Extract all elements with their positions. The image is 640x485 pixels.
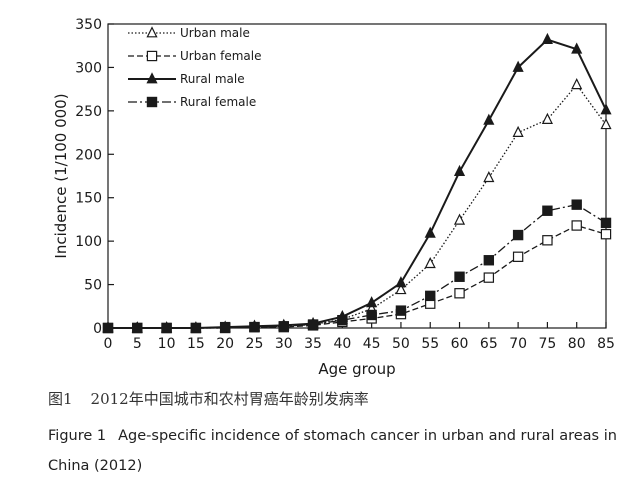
y-tick-label: 0 [93,321,102,337]
legend-label: Urban male [180,26,250,40]
x-tick-label: 85 [597,336,615,352]
data-point [454,271,465,282]
data-point [600,118,612,130]
x-axis-title: Age group [318,360,395,378]
data-point [571,199,582,210]
caption-english-label: Figure 1 [48,428,107,444]
legend-marker [146,26,158,38]
y-tick-label: 50 [84,278,102,294]
data-point [600,217,612,229]
data-point [512,251,524,262]
data-point [102,322,114,334]
data-point [453,213,466,225]
data-point [542,235,553,246]
data-point [366,309,377,321]
data-point [453,164,466,177]
data-point [395,305,407,316]
x-tick-label: 60 [451,336,469,352]
data-point [571,78,583,90]
y-tick-label: 350 [75,17,102,33]
data-point [512,60,524,72]
y-tick-label: 250 [75,104,102,120]
series-urban-female [102,220,612,334]
data-point [395,283,407,295]
x-tick-label: 80 [568,336,586,352]
data-point [161,322,172,334]
x-tick-label: 15 [187,336,205,352]
data-point [483,170,495,183]
caption-chinese-text: 2012年中国城市和农村胃癌年龄别发病率 [90,390,369,408]
data-point [278,321,289,332]
x-tick-label: 70 [509,336,527,352]
y-tick-label: 150 [75,191,102,207]
legend-label: Rural female [180,95,256,109]
legend-marker [146,72,158,84]
data-point [424,226,436,238]
x-tick-label: 5 [133,336,142,352]
data-point [190,322,202,334]
legend-marker [146,50,158,62]
data-point [541,32,553,45]
series-line [108,83,607,329]
line-chart: 0 50 100 150 200 250 300 350 0 5 10 15 20 25 30 35 40 45 5… [52,17,615,378]
x-tick-label: 20 [216,336,234,352]
x-tick-label: 10 [158,336,176,352]
x-tick-label: 55 [421,336,439,352]
data-point [132,322,143,334]
legend-label: Rural male [180,72,245,86]
y-axis-title: Incidence (1/100 000) [52,93,70,258]
x-tick-label: 25 [246,336,264,352]
legend: Urban male Urban female Rural male Rural fe… [128,26,261,109]
x-tick-label: 65 [480,336,498,352]
data-point [424,256,436,269]
y-tick-label: 100 [75,234,102,250]
plot-frame [107,23,607,329]
data-point [600,103,612,115]
data-point [337,314,348,326]
data-point [542,205,553,216]
caption-chinese: 图1 2012年中国城市和农村胃癌年龄别发病率 [48,388,369,409]
caption-english-text: Age-specific incidence of stomach cancer… [48,428,617,474]
series-urban-male [102,78,612,333]
x-tick-label: 0 [104,336,113,352]
data-point [395,276,407,288]
data-point [541,112,553,124]
caption-english: Figure 1 Age-specific incidence of stomac… [48,421,620,481]
x-tick-label: 50 [392,336,410,352]
data-point [219,321,231,333]
data-point [512,229,524,241]
data-point [571,42,583,54]
series-line [108,224,607,329]
x-tick-label: 40 [333,336,351,352]
y-tick-label: 200 [75,147,102,163]
data-point [249,321,260,333]
data-point [454,288,465,299]
x-tick-label: 45 [363,336,381,352]
caption-chinese-label: 图1 [48,390,73,408]
data-point [600,228,612,240]
data-point [483,272,495,283]
series-rural-female [102,199,612,334]
legend-marker [146,96,158,108]
data-point [425,290,436,302]
x-tick-label: 35 [304,336,322,352]
chart-figure: 0 50 100 150 200 250 300 350 0 5 10 15 20 25 30 35 40 45 5… [52,17,615,378]
data-point [307,319,319,330]
x-tick-label: 75 [538,336,556,352]
legend-label: Urban female [180,49,261,63]
data-point [366,296,378,308]
data-point [483,255,495,266]
y-tick-label: 300 [75,60,102,76]
data-point [512,125,524,137]
x-tick-label: 30 [275,336,293,352]
data-point [483,113,495,125]
data-point [571,220,582,231]
